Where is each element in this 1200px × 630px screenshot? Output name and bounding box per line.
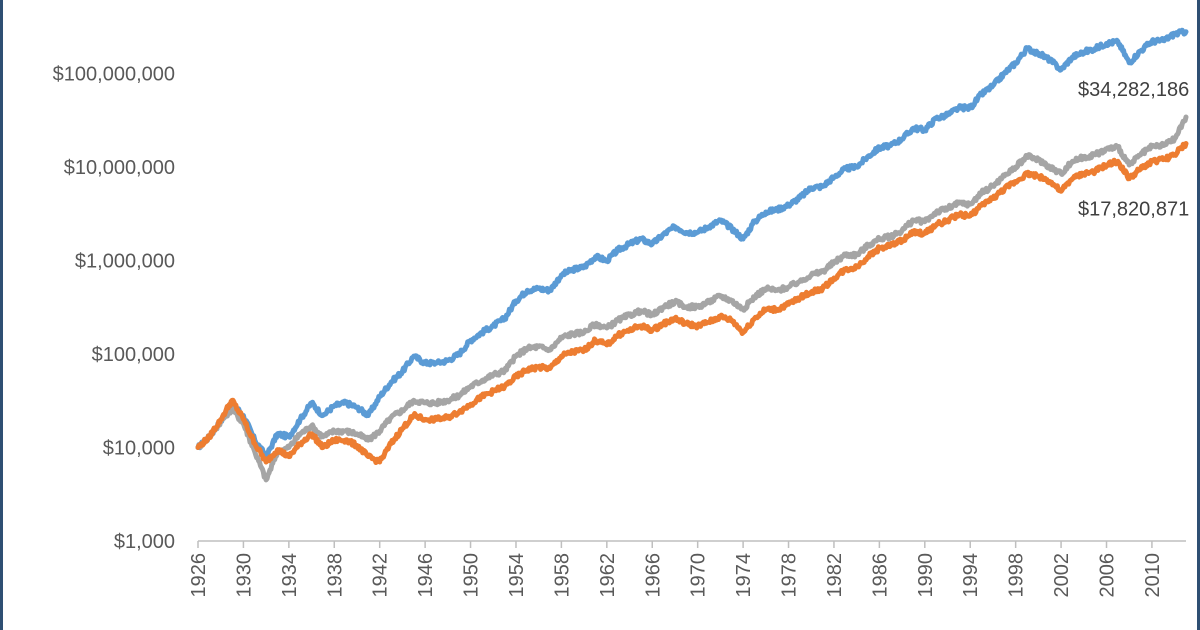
x-tick-label: 1990 bbox=[915, 553, 937, 598]
growth-line-chart: $1,000 $10,000 $100,000 $1,000,000 $10,000,0… bbox=[53, 27, 1189, 598]
x-tick-label: 1998 bbox=[1006, 553, 1028, 598]
x-axis-ticks bbox=[197, 541, 1153, 548]
x-tick-label: 1966 bbox=[642, 553, 664, 598]
x-tick-label: 1950 bbox=[461, 553, 483, 598]
x-tick-label: 2006 bbox=[1097, 553, 1119, 598]
x-tick-label: 2002 bbox=[1051, 553, 1073, 598]
x-tick-label: 1946 bbox=[415, 553, 437, 598]
x-tick-label: 1958 bbox=[551, 553, 573, 598]
y-tick-label: $100,000,000 bbox=[53, 64, 175, 86]
series-line-0 bbox=[195, 27, 1189, 460]
series-line-1 bbox=[195, 114, 1189, 483]
x-axis-tick-labels: 1926 1930 1934 1938 1942 1946 1950 1954 1958 1962… bbox=[188, 553, 1164, 598]
y-tick-label: $10,000 bbox=[103, 438, 175, 460]
x-tick-label: 1938 bbox=[324, 553, 346, 598]
x-tick-label: 2010 bbox=[1142, 553, 1164, 598]
y-axis-tick-labels: $1,000 $10,000 $100,000 $1,000,000 $10,000,0… bbox=[53, 64, 175, 554]
x-tick-label: 1930 bbox=[233, 553, 255, 598]
x-tick-label: 1994 bbox=[960, 553, 982, 598]
y-tick-label: $1,000 bbox=[114, 531, 175, 553]
series-line-2 bbox=[195, 141, 1189, 465]
y-tick-label: $10,000,000 bbox=[64, 157, 175, 179]
x-tick-label: 1970 bbox=[688, 553, 710, 598]
end-value-label: $17,820,871 bbox=[1078, 199, 1189, 221]
end-value-labels: $34,282,186 $17,820,871 bbox=[1078, 79, 1189, 221]
x-tick-label: 1954 bbox=[506, 553, 528, 598]
y-tick-label: $1,000,000 bbox=[75, 251, 175, 273]
x-tick-label: 1974 bbox=[733, 553, 755, 598]
x-tick-label: 1978 bbox=[779, 553, 801, 598]
x-tick-label: 1986 bbox=[869, 553, 891, 598]
series-layer bbox=[195, 27, 1189, 483]
x-tick-label: 1926 bbox=[188, 553, 210, 598]
end-value-label: $34,282,186 bbox=[1078, 79, 1189, 101]
x-tick-label: 1982 bbox=[824, 553, 846, 598]
y-tick-label: $100,000 bbox=[92, 344, 175, 366]
x-tick-label: 1962 bbox=[597, 553, 619, 598]
x-tick-label: 1942 bbox=[370, 553, 392, 598]
x-tick-label: 1934 bbox=[279, 553, 301, 598]
